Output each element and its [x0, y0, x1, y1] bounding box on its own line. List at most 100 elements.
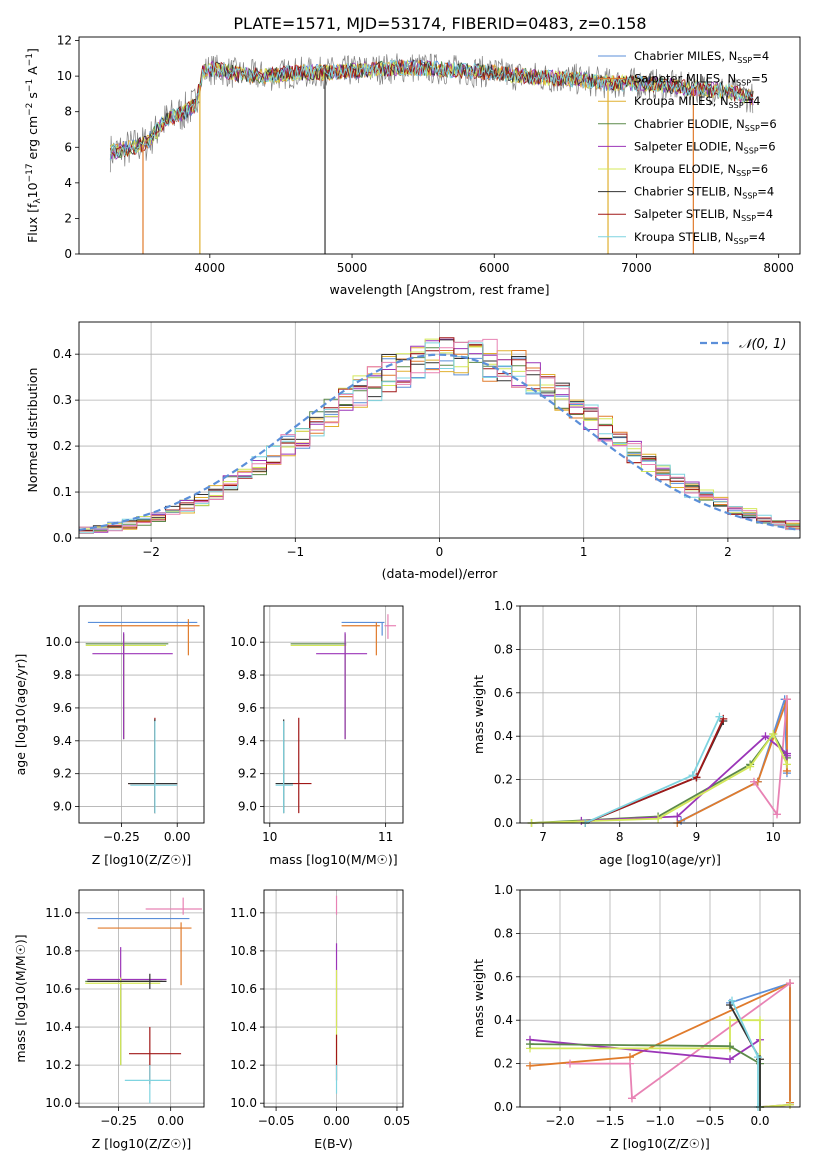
x-tick-label: −0.25 — [103, 830, 140, 844]
x-tick-label: −0.25 — [100, 1114, 137, 1128]
axes-frame — [78, 605, 205, 824]
y-tick-label: 10.0 — [230, 635, 257, 649]
y-tick-label: 0.8 — [494, 642, 513, 656]
axes-frame — [78, 36, 801, 255]
legend-label: Salpeter STELIB, NSSP=4 — [634, 207, 773, 223]
y-tick-label: 9.2 — [53, 767, 72, 781]
mass_age-chart: 10 11 9.0 9.2 9.4 9.6 9.8 10.0 mass [log10(M/M☉)… — [230, 605, 404, 867]
y-axis-label: mass [log10(M/M☉)] — [13, 934, 28, 1062]
x-tick-label: 8 — [616, 830, 624, 844]
x-tick-label: 1 — [580, 545, 588, 559]
weight-marker-chabrier_stelib — [726, 1001, 734, 1010]
y-axis-label: Normed distribution — [25, 368, 40, 493]
weight-marker-extra — [782, 695, 791, 704]
x-tick-label: 0.00 — [157, 1114, 184, 1128]
weight-line-salpeter_miles — [676, 698, 788, 824]
weight-marker-kroupa_elodie — [782, 760, 791, 769]
y-tick-label: 1.0 — [494, 599, 513, 613]
legend-label: Kroupa STELIB, NSSP=4 — [634, 230, 765, 246]
spectrum-model-kroupa_stelib — [109, 59, 754, 161]
spectrum-legend: Chabrier MILES, NSSP=4 Salpeter MILES, NS… — [598, 49, 777, 246]
spectrum-chart: 4000 5000 6000 7000 8000 0 2 4 6 8 10 12 wavelength … — [25, 34, 801, 297]
weight-marker-kroupa_elodie — [756, 1016, 764, 1025]
y-tick-label: 9.8 — [53, 668, 72, 682]
y-tick-label: 6 — [64, 140, 72, 154]
y-axis-label: mass weight — [471, 675, 486, 754]
legend-label: Chabrier MILES, NSSP=4 — [634, 49, 769, 65]
x-tick-label: 0.00 — [164, 830, 191, 844]
axes-frame — [263, 889, 404, 1108]
y-tick-label: 9.0 — [53, 800, 72, 814]
weight-marker-salpeter_miles — [526, 1061, 534, 1070]
spectrum-model-chabrier_stelib — [109, 58, 754, 160]
x-tick-label: −0.5 — [695, 1114, 724, 1128]
x-axis-label: Z [log10(Z/Z☉)] — [92, 852, 192, 867]
legend-label: Chabrier STELIB, NSSP=4 — [634, 185, 774, 201]
y-tick-label: 10.8 — [45, 944, 72, 958]
weight-line-chabrier_miles — [680, 699, 788, 822]
z_weight-chart: −2.0 −1.5 −1.0 −0.5 0.0 0.0 0.2 0.4 0.6 0.8 1.0 Z [… — [471, 883, 801, 1151]
y-tick-label: 1.0 — [494, 883, 513, 897]
x-tick-label: 5000 — [337, 261, 368, 275]
weight-marker-salpeter_elodie — [782, 751, 791, 760]
legend-label: Chabrier ELODIE, NSSP=6 — [634, 117, 777, 133]
y-tick-label: 10.0 — [230, 1096, 257, 1110]
x-axis-label: Z [log10(Z/Z☉)] — [610, 1136, 710, 1151]
weight-line-salpeter_stelib — [584, 718, 725, 824]
y-axis-label: Flux [fλ10−17 erg cm−2 s−1 A−1] — [25, 48, 43, 243]
y-tick-label: 10.6 — [230, 982, 257, 996]
x-axis-label: wavelength [Angstrom, rest frame] — [329, 282, 549, 297]
y-tick-label: 9.6 — [53, 701, 72, 715]
y-tick-label: 10.6 — [45, 982, 72, 996]
y-tick-label: 9.0 — [238, 800, 257, 814]
weight-marker-extra — [786, 979, 794, 988]
weight-line-kroupa_elodie — [531, 732, 788, 824]
y-tick-label: 8 — [64, 105, 72, 119]
weight-marker-salpeter_elodie — [761, 732, 770, 741]
y-tick-label: 9.4 — [238, 734, 257, 748]
y-tick-label: 0.0 — [53, 531, 72, 545]
x-tick-label: 11 — [378, 830, 393, 844]
x-tick-label: −0.05 — [258, 1114, 295, 1128]
x-axis-label: (data-model)/error — [382, 566, 499, 581]
x-tick-label: 0.05 — [384, 1114, 411, 1128]
y-tick-label: 10.2 — [230, 1058, 257, 1072]
weight-line-salpeter_miles — [529, 981, 791, 1103]
x-tick-label: 4000 — [195, 261, 226, 275]
y-tick-label: 0.6 — [494, 970, 513, 984]
y-tick-label: 9.6 — [238, 701, 257, 715]
weight-marker-salpeter_elodie — [726, 1055, 734, 1064]
weight-marker-kroupa_stelib — [688, 771, 697, 780]
weight-marker-kroupa_elodie — [769, 730, 778, 739]
age_weight-chart: 7 8 9 10 0.0 0.2 0.4 0.6 0.8 1.0 age [log10(age/yr… — [471, 599, 801, 867]
y-axis-label: mass weight — [471, 959, 486, 1038]
legend-label: Salpeter MILES, NSSP=5 — [634, 72, 768, 88]
y-tick-label: 0.4 — [494, 1013, 513, 1027]
x-tick-label: 9 — [693, 830, 701, 844]
x-axis-label: mass [log10(M/M☉)] — [269, 852, 397, 867]
y-tick-label: 0.3 — [53, 393, 72, 407]
y-tick-label: 10 — [57, 69, 72, 83]
x-tick-label: −1.5 — [595, 1114, 624, 1128]
y-tick-label: 0.0 — [494, 1100, 513, 1114]
weight-marker-extra — [772, 810, 781, 819]
y-tick-label: 0.8 — [494, 926, 513, 940]
x-tick-label: −1 — [286, 545, 304, 559]
x-axis-label: age [log10(age/yr)] — [599, 852, 721, 867]
weight-marker-salpeter_elodie — [673, 812, 682, 821]
weight-marker-kroupa_elodie — [786, 1100, 794, 1109]
y-tick-label: 0 — [64, 247, 72, 261]
weight-line-extra — [753, 699, 788, 817]
histogram-extra — [79, 338, 800, 532]
x-tick-label: 7 — [539, 830, 547, 844]
y-tick-label: 11.0 — [45, 906, 72, 920]
weight-line-extra — [570, 982, 791, 1100]
y-tick-label: 12 — [57, 34, 72, 48]
weight-line-chabrier_elodie — [531, 732, 788, 824]
x-tick-label: −2 — [142, 545, 160, 559]
y-tick-label: 0.0 — [494, 816, 513, 830]
y-tick-label: 0.2 — [494, 1057, 513, 1071]
x-tick-label: 2 — [724, 545, 732, 559]
axes-frame — [78, 889, 205, 1108]
